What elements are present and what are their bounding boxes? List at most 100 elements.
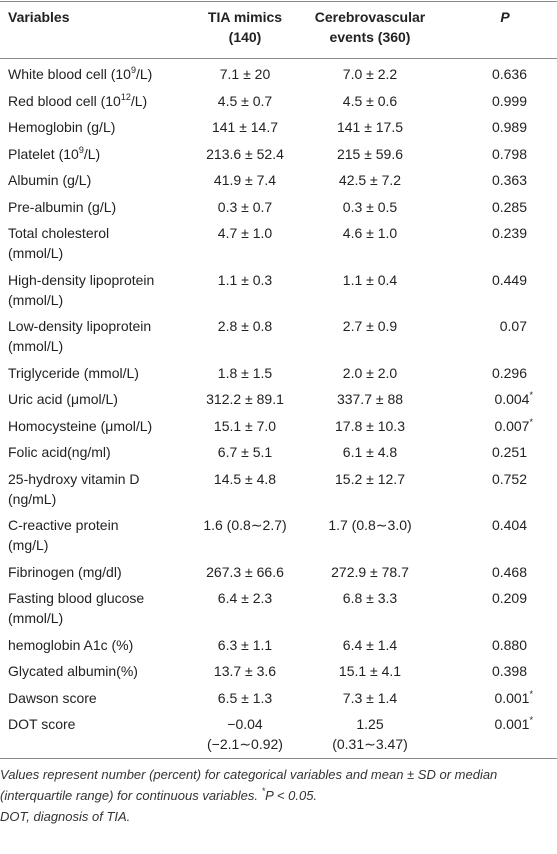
rule-line — [0, 758, 557, 759]
value-text: 17.8 ± 10.3 — [335, 417, 405, 434]
label-text-line: (ng/mL) — [8, 490, 57, 507]
value-text: 1.6 (0.8∼2.7) — [203, 517, 287, 533]
row-label: Dawson score — [8, 688, 208, 708]
group2-value: 1.1 ± 0.4 — [305, 270, 435, 290]
group1-value: 1.6 (0.8∼2.7) — [180, 515, 310, 535]
label-text-line: C-reactive protein — [8, 517, 119, 533]
header-group1: TIA mimics (140) — [180, 7, 310, 47]
value-text-line: (−2.1∼0.92) — [207, 736, 283, 752]
group1-value: 267.3 ± 66.6 — [180, 562, 310, 582]
value-text: 42.5 ± 7.2 — [338, 172, 402, 188]
p-value: 0.004* — [440, 389, 533, 409]
value-text: 4.5 ± 0.7 — [217, 92, 273, 109]
p-value: 0.999 — [440, 91, 527, 111]
header-text: Variables — [8, 9, 70, 25]
value-text: 4.7 ± 1.0 — [217, 225, 273, 241]
value-text-line: (0.31∼3.47) — [332, 736, 408, 752]
significance-mark: * — [529, 715, 533, 725]
p-value: 0.449 — [440, 270, 527, 290]
group2-value: 6.8 ± 3.3 — [305, 588, 435, 608]
label-text-line: (mg/L) — [8, 537, 49, 553]
p-value: 0.07 — [440, 316, 527, 336]
p-text: 0.636 — [491, 66, 527, 82]
p-text: 0.285 — [491, 198, 527, 215]
p-value: 0.989 — [440, 117, 527, 137]
value-text: 2.8 ± 0.8 — [217, 318, 273, 334]
p-text: 0.251 — [491, 444, 527, 460]
label-text-line: Low-density lipoprotein — [8, 318, 152, 334]
label-text: Fibrinogen (mg/dl) — [8, 563, 122, 580]
label-text: Hemoglobin (g/L) — [8, 119, 116, 135]
label-text: hemoglobin A1c (%) — [8, 636, 134, 653]
value-text: 0.3 ± 0.7 — [217, 198, 273, 215]
p-value: 0.880 — [440, 635, 527, 655]
row-label: hemoglobin A1c (%) — [8, 635, 208, 655]
value-text: 141 ± 14.7 — [211, 119, 279, 135]
value-text: 4.5 ± 0.6 — [342, 92, 398, 109]
group1-value: 6.4 ± 2.3 — [180, 588, 310, 608]
label-text: Pre-albumin (g/L) — [8, 198, 117, 215]
row-label: Red blood cell (1012/L) — [8, 91, 208, 111]
group2-value: 42.5 ± 7.2 — [305, 170, 435, 190]
p-text: 0.07 — [499, 318, 527, 334]
p-text: 0.209 — [491, 590, 527, 606]
label-text: /L) — [130, 92, 148, 109]
p-text: 0.449 — [491, 271, 527, 288]
row-label: Low-density lipoprotein (mmol/L) — [8, 316, 208, 356]
row-label: DOT score — [8, 714, 208, 734]
p-text: 0.363 — [491, 172, 527, 188]
p-value: 0.752 — [440, 469, 527, 489]
group2-value: 6.1 ± 4.8 — [305, 442, 435, 462]
value-text: 2.7 ± 0.9 — [342, 318, 398, 334]
p-text: 0.239 — [491, 225, 527, 241]
group1-value: 2.8 ± 0.8 — [180, 316, 310, 336]
group1-value: 1.8 ± 1.5 — [180, 363, 310, 383]
group1-value: 0.3 ± 0.7 — [180, 197, 310, 217]
row-label: Glycated albumin(%) — [8, 661, 208, 681]
group1-value: 15.1 ± 7.0 — [180, 416, 310, 436]
group2-value: 2.7 ± 0.9 — [305, 316, 435, 336]
label-text-line: (mmol/L) — [8, 610, 64, 626]
row-label: Hemoglobin (g/L) — [8, 117, 208, 137]
p-text: 0.989 — [491, 119, 527, 135]
label-text-line: High-density lipoprotein — [8, 271, 155, 288]
row-label: Fasting blood glucose (mmol/L) — [8, 588, 208, 628]
label-text: Homocysteine (μmol/L) — [8, 417, 153, 434]
p-text: 0.398 — [491, 663, 527, 679]
p-value: 0.363 — [440, 170, 527, 190]
p-text: 0.798 — [491, 145, 527, 162]
value-text: 1.8 ± 1.5 — [217, 364, 273, 381]
group2-value: 337.7 ± 88 — [305, 389, 435, 409]
group2-value: 7.0 ± 2.2 — [305, 64, 435, 84]
group2-value: 0.3 ± 0.5 — [305, 197, 435, 217]
header-text-line: events (360) — [329, 29, 411, 45]
value-text: 6.4 ± 1.4 — [342, 636, 398, 653]
group2-value: 1.25 (0.31∼3.47) — [305, 714, 435, 754]
p-text: 0.007 — [494, 417, 530, 434]
value-text: 272.9 ± 78.7 — [331, 563, 409, 580]
group2-value: 7.3 ± 1.4 — [305, 688, 435, 708]
label-text: Albumin (g/L) — [8, 172, 92, 188]
p-value: 0.296 — [440, 363, 527, 383]
label-text-line: Total cholesterol — [8, 225, 110, 241]
value-text: 13.7 ± 3.6 — [213, 663, 277, 679]
header-text: P — [500, 9, 510, 25]
superscript: 9 — [78, 144, 84, 155]
p-text: 0.404 — [491, 517, 527, 533]
group1-value: 141 ± 14.7 — [180, 117, 310, 137]
value-text: 337.7 ± 88 — [336, 391, 404, 407]
value-text-line: 1.25 — [356, 716, 384, 732]
label-text: /L) — [83, 145, 101, 162]
value-text: 213.6 ± 52.4 — [206, 145, 284, 162]
value-text: 1.7 (0.8∼3.0) — [328, 517, 412, 533]
label-text: Platelet (10 — [8, 145, 79, 162]
p-text: 0.999 — [491, 92, 527, 109]
value-text: 1.1 ± 0.4 — [342, 271, 398, 288]
footnote-text: < 0.05. — [273, 788, 318, 803]
value-text: 6.4 ± 2.3 — [217, 590, 273, 606]
footnote-text: Values represent number (percent) for ca… — [0, 767, 498, 803]
value-text: 1.1 ± 0.3 — [217, 271, 273, 288]
significance-mark: * — [529, 390, 533, 400]
group1-value: 6.5 ± 1.3 — [180, 688, 310, 708]
